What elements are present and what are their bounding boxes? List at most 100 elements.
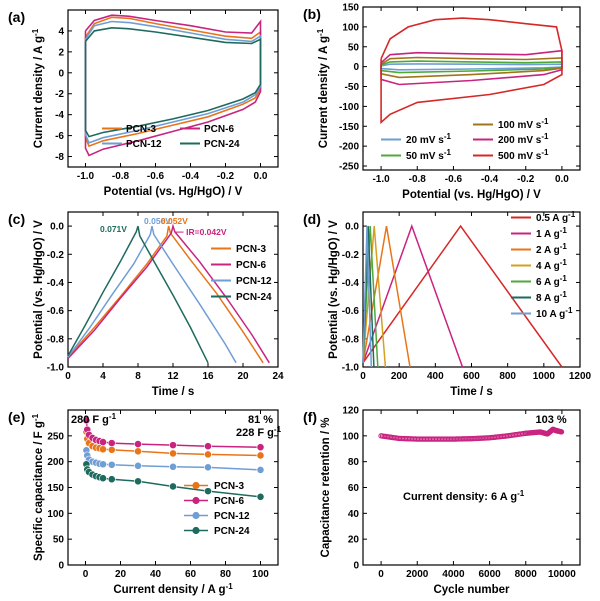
x-tick-label: -1.0: [77, 171, 95, 182]
series-line: [84, 16, 262, 148]
data-point: [204, 442, 212, 451]
legend-label: 4 A g-1: [536, 258, 567, 272]
y-tick-label: 100: [47, 509, 64, 520]
y-tick-label: -0.8: [47, 334, 65, 345]
legend-marker: [192, 511, 200, 520]
series-line: [84, 26, 262, 138]
annotation-max-capacitance: 280 F g-1: [71, 412, 117, 426]
series-line: [362, 226, 373, 368]
y-tick-label: -0.6: [342, 306, 360, 317]
data-point: [82, 416, 91, 425]
legend-marker: [192, 481, 200, 490]
x-tick-label: 24: [272, 371, 284, 382]
x-tick-label: 10000: [548, 569, 576, 580]
superscript: -1: [568, 210, 576, 219]
data-point: [169, 462, 177, 471]
y-axis-label: Current density / A g-1: [316, 28, 330, 148]
x-tick-label: 4000: [442, 569, 465, 580]
x-tick-label: 2000: [406, 569, 429, 580]
annotation-retention-final: 103 %: [535, 414, 566, 426]
panel-c: 0 4 8 12 16 20 24 -1.0 -0.8 -0.6 -0.4 -0.2 0.0 (c) Tim…: [8, 211, 284, 398]
series-line: [84, 14, 262, 157]
data-point: [134, 440, 142, 448]
series-line: [362, 224, 563, 368]
legend-label: 500 mV s-1: [498, 148, 549, 162]
annotation-ir-pcn12: 0.056V: [144, 216, 171, 226]
y-axis-label: Potential (vs. Hg/HgO) / V: [33, 220, 45, 359]
panel-e: 0 20 40 60 80 100 0 50 100 150 200 250 (e) Current de…: [8, 409, 282, 596]
y-tick-label: 20: [348, 535, 360, 546]
superscript: -1: [565, 306, 573, 315]
superscript: -1: [560, 274, 568, 283]
x-tick-label: 8: [135, 371, 141, 382]
y-tick-label: 40: [348, 509, 360, 520]
x-tick-label: 0.0: [254, 171, 268, 182]
y-tick-label: 0.0: [345, 222, 359, 233]
x-tick-label: 4: [100, 371, 106, 382]
legend-label: 8 A g-1: [536, 290, 567, 304]
x-tick-label: 0: [378, 569, 384, 580]
legend-label: 10 A g-1: [536, 306, 573, 320]
x-tick-label: 20: [115, 569, 127, 580]
y-axis-label: Specific capacitance / F g-1: [31, 413, 45, 561]
panel-a: -1.0 -0.8 -0.6 -0.4 -0.2 0.0 -8 -6 -4 -2 0 2 4 (a) Pot…: [8, 9, 279, 198]
superscript: -1: [560, 258, 568, 267]
y-tick-label: -100: [339, 102, 359, 113]
data-point: [204, 450, 212, 459]
x-tick-label: 600: [463, 371, 480, 382]
y-tick-label: -8: [55, 152, 64, 163]
x-tick-label: 6000: [478, 569, 501, 580]
panel-b: -1.0 -0.8 -0.6 -0.4 -0.2 0.0-250-200-150-100-…: [303, 3, 581, 201]
plot-frame: [362, 6, 581, 171]
y-tick-label: 100: [342, 22, 359, 33]
x-tick-label: 1200: [569, 371, 592, 382]
y-tick-label: -0.2: [47, 250, 65, 261]
annotation-ir-pcn6: IR=0.042V: [186, 227, 227, 237]
data-point: [99, 438, 107, 446]
data-point: [204, 487, 212, 496]
x-tick-label: 100: [252, 569, 269, 580]
data-point: [256, 451, 265, 460]
x-tick-label: 200: [391, 371, 408, 382]
superscript: -1: [517, 489, 525, 498]
legend-label: PCN-12: [214, 511, 250, 522]
legend-label: PCN-12: [126, 139, 162, 150]
legend-label: PCN-12: [236, 276, 272, 287]
series-line: [67, 225, 264, 364]
panel-label: (e): [8, 409, 25, 425]
legend-label: PCN-3: [214, 481, 244, 492]
x-tick-label: 0.0: [555, 174, 569, 185]
legend-label: PCN-24: [204, 139, 240, 150]
legend-label: 6 A g-1: [536, 274, 567, 288]
y-tick-label: -50: [345, 82, 360, 93]
legend-marker: [192, 526, 200, 535]
data-point: [134, 477, 142, 486]
superscript: -1: [31, 28, 40, 36]
y-tick-label: 50: [348, 42, 360, 53]
x-axis-label: Current density / A g-1: [113, 582, 233, 596]
data-point: [169, 482, 177, 491]
y-tick-label: 120: [342, 406, 359, 417]
panel-d: 0 200 400 600 800 1000 1200 -1.0 -0.8 -0.6 -0.4 -0.…: [303, 210, 592, 398]
y-tick-label: -4: [55, 110, 64, 121]
superscript: -1: [541, 132, 549, 141]
series-line: [84, 20, 262, 144]
x-tick-label: 0: [360, 371, 366, 382]
y-tick-label: -0.8: [342, 334, 360, 345]
legend-label: 0.5 A g-1: [536, 210, 576, 224]
legend-label: PCN-3: [126, 124, 156, 135]
superscript: -1: [560, 242, 568, 251]
data-point: [256, 492, 265, 501]
y-tick-label: 100: [342, 431, 359, 442]
y-tick-label: -150: [339, 122, 359, 133]
data-point: [99, 460, 107, 469]
data-point: [107, 460, 116, 469]
panel-label: (a): [8, 9, 25, 25]
legend-label: PCN-6: [214, 496, 244, 507]
x-tick-label: -0.8: [409, 174, 427, 185]
x-tick-label: -0.4: [481, 174, 499, 185]
legend-label: 50 mV s-1: [406, 148, 451, 162]
data-point: [558, 429, 565, 435]
legend-label: PCN-24: [214, 526, 250, 537]
x-axis-label: Cycle number: [433, 584, 510, 596]
